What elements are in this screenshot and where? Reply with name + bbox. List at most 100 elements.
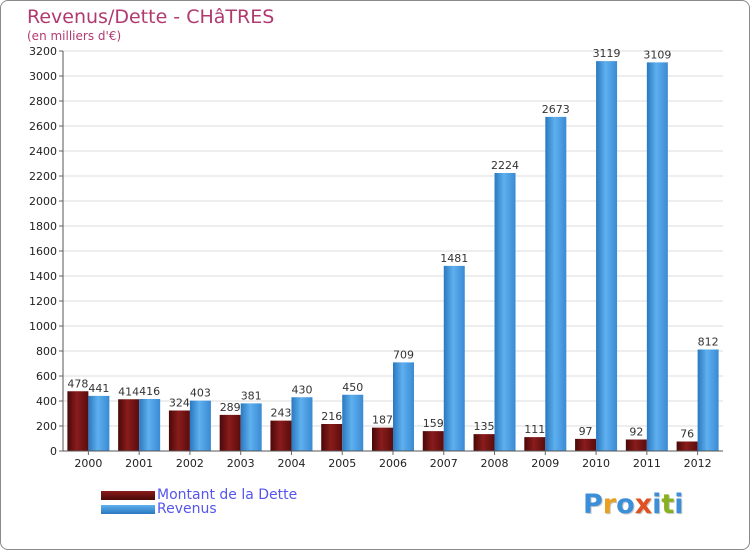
data-label-revenus: 3119	[593, 47, 621, 60]
data-label-revenus: 709	[393, 348, 414, 361]
proxiti-logo: Proxiti	[583, 489, 684, 520]
y-tick-label: 400	[36, 395, 57, 408]
x-tick-label: 2007	[430, 457, 458, 470]
logo-letter: P	[583, 489, 603, 520]
legend-item-dette: Montant de la Dette	[101, 487, 297, 503]
x-tick-label: 2005	[328, 457, 356, 470]
bar-dette	[118, 399, 140, 451]
bar-dette	[676, 441, 698, 451]
data-label-revenus: 403	[190, 387, 211, 400]
y-tick-label: 1600	[29, 245, 57, 258]
y-tick-label: 2000	[29, 195, 57, 208]
bar-revenus	[189, 400, 211, 451]
y-tick-label: 3200	[29, 45, 57, 58]
data-label-revenus: 2224	[491, 159, 519, 172]
x-tick-label: 2006	[379, 457, 407, 470]
data-label-dette: 111	[524, 423, 545, 436]
bar-revenus	[88, 395, 110, 451]
x-tick-label: 2012	[684, 457, 712, 470]
x-tick-label: 2010	[582, 457, 610, 470]
data-label-dette: 135	[474, 420, 495, 433]
y-tick-label: 0	[50, 445, 57, 458]
legend-item-revenus: Revenus	[101, 501, 217, 517]
data-label-revenus: 1481	[440, 252, 468, 265]
bar-dette	[67, 391, 89, 451]
data-label-revenus: 381	[241, 389, 262, 402]
logo-letter: x	[634, 489, 653, 520]
y-tick-label: 2600	[29, 120, 57, 133]
x-tick-label: 2008	[481, 457, 509, 470]
legend-label-revenus: Revenus	[157, 501, 217, 517]
data-label-dette: 216	[321, 410, 342, 423]
bar-dette	[372, 427, 393, 451]
data-label-dette: 478	[67, 377, 88, 390]
bar-revenus	[697, 349, 719, 451]
chart-subtitle: (en milliers d'€)	[27, 29, 122, 43]
logo-letter: i	[652, 489, 662, 520]
y-tick-label: 1800	[29, 220, 57, 233]
bar-revenus	[393, 362, 414, 451]
data-label-dette: 92	[629, 426, 643, 439]
data-label-dette: 414	[118, 385, 139, 398]
y-tick-label: 1400	[29, 270, 57, 283]
bar-dette	[270, 420, 292, 451]
chart-title: Revenus/Dette - CHâTRES	[27, 6, 275, 28]
bar-dette	[473, 434, 495, 451]
data-label-revenus: 416	[139, 385, 160, 398]
y-tick-label: 3000	[29, 70, 57, 83]
axis-layer: 0 200 400 600 800 1000 1200 1400 1600 1800 2000 220…	[29, 45, 723, 470]
x-tick-label: 2011	[633, 457, 661, 470]
x-tick-label: 2000	[74, 457, 102, 470]
bar-revenus	[291, 397, 313, 451]
bar-dette	[575, 438, 597, 451]
bar-revenus	[494, 173, 516, 451]
data-label-revenus: 441	[88, 382, 109, 395]
data-label-dette: 159	[423, 417, 444, 430]
x-tick-label: 2002	[176, 457, 204, 470]
y-tick-label: 2200	[29, 170, 57, 183]
data-label-revenus: 430	[291, 383, 312, 396]
y-tick-label: 600	[36, 370, 57, 383]
logo-letter: r	[602, 489, 617, 520]
y-tick-label: 800	[36, 345, 57, 358]
bar-dette	[524, 437, 546, 451]
bar-revenus	[443, 265, 465, 451]
bar-dette	[219, 414, 241, 451]
y-tick-label: 2800	[29, 95, 57, 108]
data-label-revenus: 2673	[542, 103, 570, 116]
logo-letter: i	[674, 489, 684, 520]
data-label-revenus: 812	[698, 336, 719, 349]
bar-revenus	[596, 61, 618, 451]
legend-swatch-revenus	[101, 504, 155, 514]
data-label-revenus: 3109	[643, 48, 671, 61]
bar-revenus	[545, 116, 567, 451]
data-label-dette: 289	[220, 401, 241, 414]
data-label-dette: 97	[579, 425, 593, 438]
x-tick-label: 2009	[531, 457, 559, 470]
y-tick-label: 2400	[29, 145, 57, 158]
data-label-dette: 243	[270, 407, 291, 420]
data-label-dette: 187	[372, 414, 393, 427]
data-label-dette: 76	[680, 428, 694, 441]
bar-revenus	[240, 403, 262, 451]
legend-label-dette: Montant de la Dette	[157, 487, 298, 503]
bar-revenus	[139, 399, 161, 451]
logo-letter: o	[616, 489, 635, 520]
bar-revenus	[342, 394, 364, 451]
x-tick-label: 2003	[227, 457, 255, 470]
bar-dette	[168, 410, 190, 451]
legend-swatch-dette	[101, 490, 155, 500]
y-tick-label: 200	[36, 420, 57, 433]
y-tick-label: 1000	[29, 320, 57, 333]
bar-revenus	[646, 62, 668, 451]
x-tick-label: 2001	[125, 457, 153, 470]
bar-dette	[321, 424, 343, 451]
y-tick-label: 1200	[29, 295, 57, 308]
bar-dette	[422, 431, 444, 451]
bar-dette	[625, 439, 647, 451]
data-label-revenus: 450	[342, 381, 363, 394]
bars-layer	[67, 61, 719, 451]
